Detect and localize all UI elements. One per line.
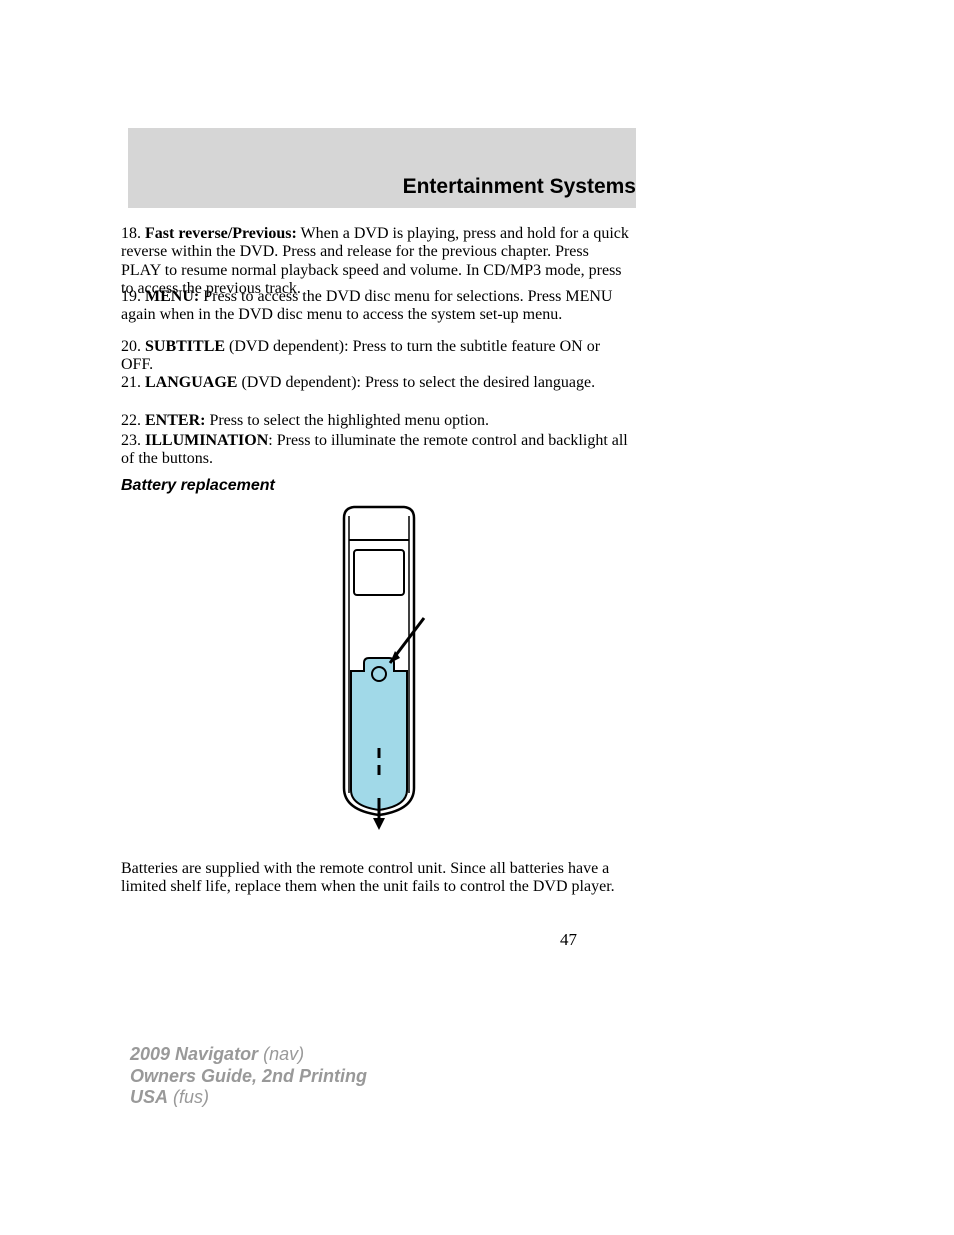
item-22: 22. ENTER: Press to select the highlight… xyxy=(121,412,631,430)
item-18-num: 18. xyxy=(121,225,141,242)
item-22-text: Press to select the highlighted menu opt… xyxy=(205,412,489,429)
battery-paragraph: Batteries are supplied with the remote c… xyxy=(121,860,631,897)
section-title: Entertainment Systems xyxy=(384,175,636,199)
item-21-label: LANGUAGE xyxy=(145,374,237,391)
item-21-num: 21. xyxy=(121,374,141,391)
item-19-num: 19. xyxy=(121,288,141,305)
footer-block: 2009 Navigator (nav) Owners Guide, 2nd P… xyxy=(130,1044,367,1109)
item-18-label: Fast reverse/Previous: xyxy=(145,225,297,242)
item-23-label: ILLUMINATION xyxy=(145,432,268,449)
item-22-num: 22. xyxy=(121,412,141,429)
item-20-num: 20. xyxy=(121,338,141,355)
item-23-num: 23. xyxy=(121,432,141,449)
item-19-label: MENU: xyxy=(145,288,199,305)
item-20-label: SUBTITLE xyxy=(145,338,225,355)
item-19: 19. MENU: Press to access the DVD disc m… xyxy=(121,288,631,325)
item-22-label: ENTER: xyxy=(145,412,205,429)
footer-region-code: (fus) xyxy=(168,1087,209,1107)
battery-replacement-heading: Battery replacement xyxy=(121,477,275,495)
footer-region: USA xyxy=(130,1087,168,1107)
item-20: 20. SUBTITLE (DVD dependent): Press to t… xyxy=(121,338,631,375)
footer-model-code: (nav) xyxy=(258,1044,304,1064)
item-21-text: (DVD dependent): Press to select the des… xyxy=(237,374,595,391)
remote-diagram xyxy=(324,498,434,838)
footer-guide: Owners Guide, 2nd Printing xyxy=(130,1066,367,1086)
footer-model: 2009 Navigator xyxy=(130,1044,258,1064)
item-23: 23. ILLUMINATION: Press to illuminate th… xyxy=(121,432,631,469)
item-21: 21. LANGUAGE (DVD dependent): Press to s… xyxy=(121,374,631,392)
page-number: 47 xyxy=(560,930,577,950)
